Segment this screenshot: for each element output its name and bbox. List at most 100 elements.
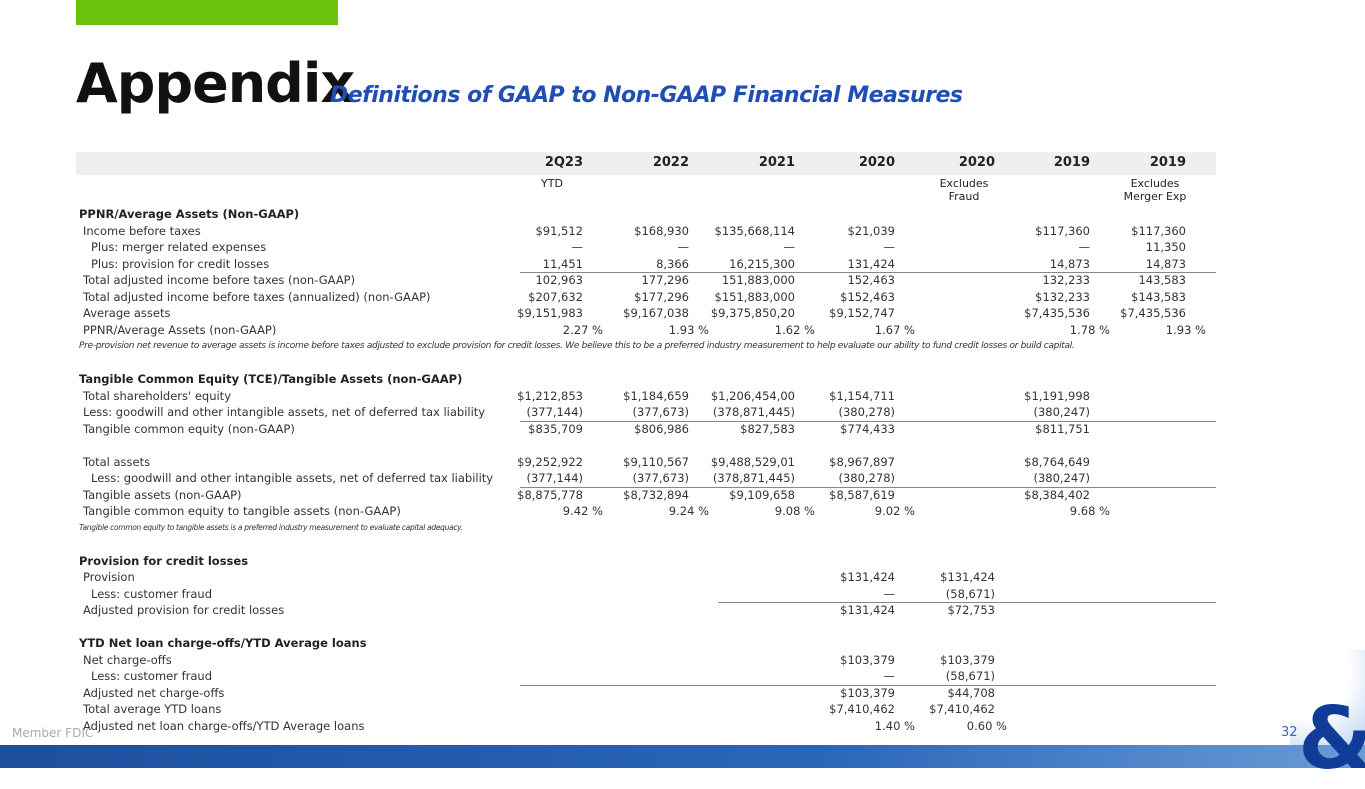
cell-value: 1.40 %: [874, 718, 915, 733]
table-row: Income before taxes $91,512 $168,930 $135,6…: [0, 223, 1365, 240]
cell-value: $811,751: [1035, 421, 1090, 436]
cell-value: 177,296: [641, 273, 689, 287]
cell-value: 11,451: [542, 256, 583, 271]
cell-value: $9,109,658: [729, 487, 795, 502]
cell-value: $132,233: [1035, 289, 1090, 304]
cell-value: (380,278): [838, 405, 895, 419]
cell-value: $7,435,536: [1024, 306, 1090, 320]
cell-value: (377,673): [632, 405, 689, 419]
cell-value: $9,152,747: [829, 306, 895, 320]
cell-value: 9.24 %: [668, 504, 709, 518]
cell-value: $72,753: [947, 603, 995, 617]
cell-value: 9.08 %: [774, 504, 815, 518]
cell-value: 1.62 %: [774, 322, 815, 337]
table-row: Pre-provision net revenue to average ass…: [0, 338, 1365, 355]
column-header: 2022: [652, 155, 689, 170]
table-row: Adjusted net loan charge-offs/YTD Averag…: [0, 718, 1365, 735]
row-label: Total adjusted income before taxes (annu…: [83, 289, 431, 304]
row-label: Total average YTD loans: [83, 702, 222, 716]
page-number: 32: [1281, 725, 1298, 740]
cell-value: 14,873: [1145, 256, 1186, 271]
cell-value: 11,350: [1145, 240, 1186, 254]
cell-value: 151,883,000: [721, 273, 795, 287]
divider: [520, 486, 1216, 488]
table-row: Total average YTD loans $7,410,462 $7,410,…: [0, 701, 1365, 718]
table-row: [0, 619, 1365, 636]
cell-value: 131,424: [847, 256, 895, 271]
cell-value: $117,360: [1035, 223, 1090, 238]
row-label: Less: customer fraud: [91, 669, 213, 683]
cell-value: 9.02 %: [874, 504, 915, 518]
row-label: PPNR/Average Assets (Non-GAAP): [79, 207, 300, 221]
table-row: Tangible common equity (non-GAAP) $835,70…: [0, 420, 1365, 438]
row-label: Plus: merger related expenses: [91, 240, 267, 254]
cell-value: $9,252,922: [517, 454, 583, 469]
cell-value: 1.67 %: [874, 322, 915, 337]
table-row: [0, 536, 1365, 553]
cell-value: $1,184,659: [623, 388, 689, 403]
cell-value: 152,463: [847, 273, 895, 287]
row-label: Less: goodwill and other intangible asse…: [91, 471, 494, 485]
cell-value: 1.78 %: [1069, 322, 1110, 337]
cell-value: $103,379: [940, 652, 995, 667]
table-row: [0, 355, 1365, 372]
page-subtitle: Definitions of GAAP to Non-GAAP Financia…: [330, 83, 963, 108]
cell-value: —: [883, 240, 896, 254]
column-subheader: Excludes Merger Exp: [1123, 177, 1187, 203]
cell-value: $7,435,536: [1120, 306, 1186, 320]
cell-value: $8,875,778: [517, 487, 583, 502]
cell-value: —: [883, 669, 896, 683]
row-label: Provision for credit losses: [79, 553, 249, 568]
cell-value: $131,424: [840, 570, 895, 584]
row-label: YTD Net loan charge-offs/YTD Average loa…: [79, 636, 367, 650]
column-header: 2021: [758, 155, 795, 170]
cell-value: 1.93 %: [1165, 322, 1206, 337]
cell-value: 0.60 %: [966, 718, 1007, 733]
table-row: PPNR/Average Assets (non-GAAP) 2.27 % 1.93…: [0, 322, 1365, 339]
cell-value: $9,151,983: [517, 306, 583, 320]
cell-value: $151,883,000: [714, 289, 795, 304]
cell-value: (58,671): [945, 669, 995, 683]
table-row: Total adjusted income before taxes (annu…: [0, 289, 1365, 306]
cell-value: $8,384,402: [1024, 487, 1090, 502]
ampersand-logo: &: [1298, 696, 1365, 782]
row-label: PPNR/Average Assets (non-GAAP): [83, 322, 277, 337]
table-row: Tangible common equity to tangible asset…: [0, 520, 1365, 537]
table-row: Tangible Common Equity (TCE)/Tangible As…: [0, 371, 1365, 388]
member-fdic: Member FDIC: [12, 726, 94, 740]
cell-value: (377,144): [526, 471, 583, 485]
page-title: Appendix: [76, 52, 355, 115]
divider: [718, 602, 1216, 603]
cell-value: $143,583: [1131, 289, 1186, 304]
cell-value: (378,871,445): [712, 471, 795, 485]
row-label: Tangible assets (non-GAAP): [83, 487, 242, 502]
cell-value: $117,360: [1131, 223, 1186, 238]
table-row: Less: goodwill and other intangible asse…: [0, 470, 1365, 487]
row-label: Total assets: [83, 454, 151, 469]
cell-value: $8,967,897: [829, 454, 895, 469]
cell-value: $806,986: [634, 421, 689, 436]
cell-value: $1,154,711: [829, 388, 895, 403]
cell-value: —: [783, 240, 796, 254]
cell-value: $827,583: [740, 421, 795, 436]
cell-value: $835,709: [528, 421, 583, 436]
cell-value: (380,247): [1033, 471, 1090, 485]
row-label: Pre-provision net revenue to average ass…: [79, 341, 1075, 351]
table-row: Tangible assets (non-GAAP) $8,875,778 $8,7…: [0, 486, 1365, 504]
cell-value: $103,379: [840, 652, 895, 667]
cell-value: $91,512: [535, 223, 583, 238]
cell-value: —: [883, 586, 896, 601]
cell-value: $7,410,462: [929, 702, 995, 716]
table-row: Total assets $9,252,922 $9,110,567 $9,488,5…: [0, 454, 1365, 471]
cell-value: $1,191,998: [1024, 388, 1090, 403]
cell-value: $7,410,462: [829, 702, 895, 716]
cell-value: 14,873: [1049, 256, 1090, 271]
row-label: Tangible common equity (non-GAAP): [83, 421, 295, 436]
table-row: Less: goodwill and other intangible asse…: [0, 404, 1365, 421]
cell-value: $9,110,567: [623, 454, 689, 469]
cell-value: —: [677, 240, 690, 254]
row-label: Total adjusted income before taxes (non-…: [83, 273, 356, 287]
table-row: Average assets $9,151,983 $9,167,038 $9,375…: [0, 305, 1365, 322]
table-row: Provision $131,424 $131,424: [0, 569, 1365, 586]
cell-value: 1.93 %: [668, 322, 709, 337]
